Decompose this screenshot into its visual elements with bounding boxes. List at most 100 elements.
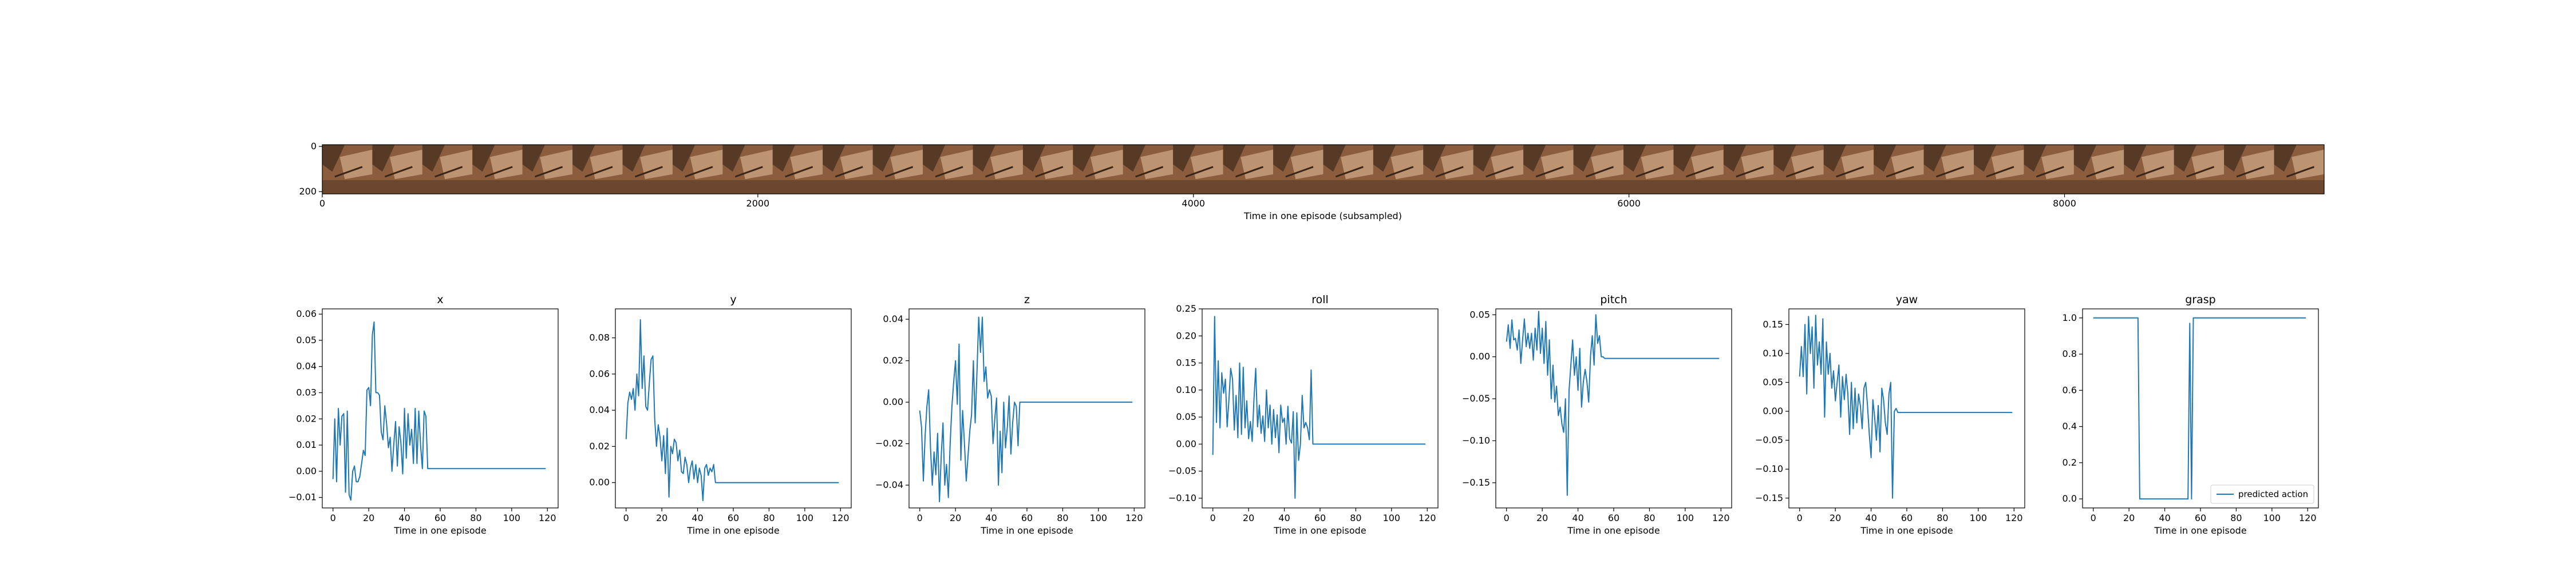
x-tick-label: 20 bbox=[656, 513, 667, 523]
strip-x-tick-label: 4000 bbox=[1182, 198, 1205, 209]
x-tick-label: 0 bbox=[1504, 513, 1510, 523]
chart-title: y bbox=[730, 293, 736, 306]
y-tick-label: 0.02 bbox=[589, 440, 610, 451]
y-tick-label: −0.05 bbox=[1462, 393, 1490, 404]
y-tick-label: −0.10 bbox=[1168, 492, 1196, 503]
legend-label: predicted action bbox=[2238, 489, 2308, 499]
strip-frame bbox=[672, 145, 723, 194]
image-strip-frames bbox=[322, 145, 2325, 194]
legend-box bbox=[2210, 484, 2314, 504]
x-tick-label: 120 bbox=[1419, 513, 1436, 523]
strip-y-tick-label: 200 bbox=[299, 186, 317, 197]
action-charts: x0 20 40 60 80 100 120−0.010.000.010.020.030.0… bbox=[289, 293, 2319, 536]
y-tick-label: 0.25 bbox=[1176, 303, 1196, 314]
strip-frame bbox=[1273, 145, 1323, 194]
series-line bbox=[1506, 311, 1720, 496]
series-line bbox=[1212, 316, 1426, 499]
strip-frame bbox=[622, 145, 673, 194]
strip-frame bbox=[1723, 145, 1774, 194]
x-tick-label: 80 bbox=[1643, 513, 1655, 523]
x-axis-label: Time in one episode bbox=[2154, 525, 2246, 536]
y-tick-label: 0.00 bbox=[1763, 406, 1783, 416]
y-tick-label: 0.04 bbox=[296, 361, 317, 372]
x-tick-label: 20 bbox=[950, 513, 961, 523]
chart-roll: roll 0 20 40 60 80 100 120 −0.10 −0.05 0.00 0.05 0.1… bbox=[1168, 293, 1439, 536]
x-tick-label: 100 bbox=[1383, 513, 1401, 523]
x-tick-label: 120 bbox=[2005, 513, 2023, 523]
y-tick-label: 0.10 bbox=[1176, 384, 1196, 395]
strip-x-tick-label: 8000 bbox=[2053, 198, 2076, 209]
y-tick-label: 0.00 bbox=[589, 477, 610, 488]
x-tick-label: 100 bbox=[1677, 513, 1694, 523]
strip-frame bbox=[1974, 145, 2024, 194]
x-tick-label: 40 bbox=[692, 513, 703, 523]
strip-frame bbox=[772, 145, 823, 194]
x-axis-label: Time in one episode bbox=[686, 525, 779, 536]
strip-x-tick-label: 0 bbox=[319, 198, 325, 209]
strip-frame bbox=[1623, 145, 1674, 194]
strip-frame bbox=[2124, 145, 2175, 194]
x-tick-label: 120 bbox=[539, 513, 556, 523]
strip-frame bbox=[472, 145, 523, 194]
image-strip-frame bbox=[322, 144, 2325, 194]
strip-frame bbox=[1773, 145, 1824, 194]
strip-x-tick-label: 6000 bbox=[1617, 198, 1641, 209]
y-tick-label: −0.05 bbox=[1168, 466, 1196, 476]
x-tick-label: 80 bbox=[1350, 513, 1361, 523]
x-tick-label: 40 bbox=[985, 513, 997, 523]
y-tick-label: 0.00 bbox=[883, 396, 903, 407]
y-tick-label: 0.10 bbox=[1763, 348, 1783, 359]
strip-frame bbox=[823, 145, 874, 194]
x-tick-label: 100 bbox=[503, 513, 521, 523]
x-axis-label: Time in one episode bbox=[1273, 525, 1366, 536]
strip-frame bbox=[1473, 145, 1524, 194]
strip-frame bbox=[722, 145, 773, 194]
y-tick-label: 0.01 bbox=[296, 439, 317, 450]
strip-frame bbox=[1823, 145, 1874, 194]
y-tick-label: 0.4 bbox=[2063, 421, 2077, 432]
strip-frame bbox=[572, 145, 623, 194]
x-tick-label: 20 bbox=[1830, 513, 1841, 523]
y-tick-label: 0.15 bbox=[1763, 319, 1783, 329]
strip-frame bbox=[973, 145, 1024, 194]
strip-frame bbox=[1073, 145, 1124, 194]
x-tick-label: 60 bbox=[2195, 513, 2206, 523]
series-line bbox=[919, 316, 1133, 503]
y-tick-label: 0.04 bbox=[589, 404, 610, 415]
x-tick-label: 80 bbox=[763, 513, 775, 523]
strip-frame bbox=[1373, 145, 1424, 194]
strip-frame bbox=[1573, 145, 1624, 194]
x-tick-label: 40 bbox=[1865, 513, 1876, 523]
x-tick-label: 60 bbox=[728, 513, 739, 523]
x-tick-label: 40 bbox=[398, 513, 410, 523]
x-tick-label: 80 bbox=[2230, 513, 2242, 523]
y-tick-label: 0.03 bbox=[296, 387, 317, 398]
strip-frame bbox=[2024, 145, 2075, 194]
strip-y-tick-label: 0 bbox=[311, 141, 317, 152]
y-tick-label: −0.15 bbox=[1755, 492, 1783, 503]
chart-title: yaw bbox=[1896, 293, 1918, 306]
y-tick-label: 0.0 bbox=[2063, 493, 2077, 504]
image-strip-xlabel: Time in one episode (subsampled) bbox=[1243, 210, 1402, 221]
x-tick-label: 20 bbox=[1243, 513, 1254, 523]
strip-frame bbox=[2073, 145, 2124, 194]
chart-pitch: pitch 0 20 40 60 80 100 120 −0.15 −0.10 −0.05 0.00 0… bbox=[1462, 293, 1732, 536]
strip-frame bbox=[372, 145, 423, 194]
x-tick-label: 100 bbox=[1970, 513, 1988, 523]
strip-frame bbox=[1323, 145, 1374, 194]
y-tick-label: 0.05 bbox=[296, 335, 317, 345]
x-tick-label: 100 bbox=[1090, 513, 1108, 523]
x-tick-label: 60 bbox=[1608, 513, 1619, 523]
x-tick-label: 60 bbox=[1314, 513, 1326, 523]
y-tick-label: 0.00 bbox=[1176, 438, 1196, 449]
strip-frame bbox=[2274, 145, 2325, 194]
x-tick-label: 0 bbox=[623, 513, 629, 523]
x-tick-label: 120 bbox=[1125, 513, 1143, 523]
y-tick-label: −0.02 bbox=[875, 438, 903, 449]
strip-frame bbox=[1223, 145, 1274, 194]
strip-frame bbox=[1022, 145, 1073, 194]
series-line bbox=[2093, 317, 2306, 500]
chart-x: x 0 20 40 60 80 100 120 −0.01 0.00 0.01 0.02 0.03 0.0… bbox=[289, 293, 559, 536]
chart-title: z bbox=[1024, 293, 1030, 306]
